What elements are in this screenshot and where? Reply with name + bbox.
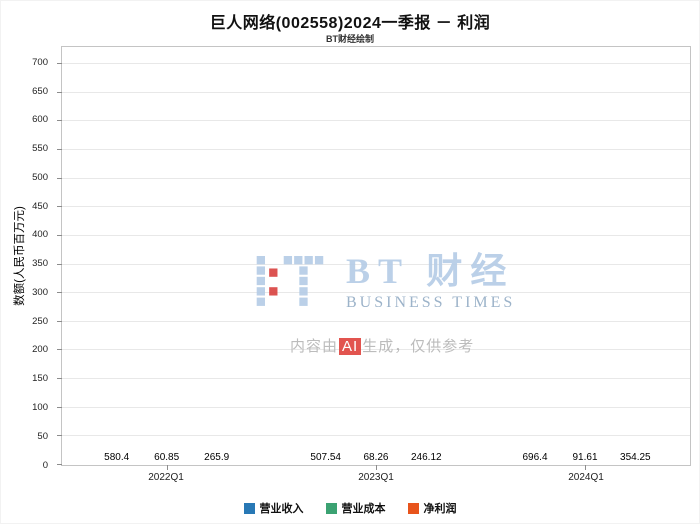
legend-label: 营业收入 [259,503,304,515]
legend-swatch-icon [243,502,255,514]
y-tick-label: 150 [32,373,48,385]
y-tick-mark [57,91,62,93]
bar-value-label: 60.85 [154,452,180,463]
bar-wrap: 580.4 [102,452,132,465]
legend-label: 净利润 [423,503,457,515]
y-tick-mark [57,406,62,408]
y-tick-label: 550 [32,143,48,155]
y-tick-label: 100 [32,401,48,413]
gridline [62,378,690,380]
gridline [62,435,690,437]
y-tick-mark [57,206,62,208]
legend-swatch-icon [407,502,419,514]
y-tick-mark [57,149,62,151]
bar-wrap: 354.25 [620,452,651,465]
bar-group: 580.4 60.85 265.9 [62,47,271,465]
y-tick-mark [57,234,62,236]
legend: 营业收入 营业成本 净利润 [1,500,699,516]
y-tick-mark [57,63,62,65]
y-tick-label: 250 [32,315,48,327]
gridline [62,63,690,65]
y-tick-mark [57,435,62,437]
bar-group: 507.54 68.26 246.12 [271,47,480,465]
bar-value-label: 354.25 [620,452,651,463]
bar-wrap: 265.9 [202,452,232,465]
bar-wrap: 246.12 [411,452,442,465]
y-tick-mark [57,177,62,179]
gridline [62,91,690,93]
legend-label: 营业成本 [341,503,386,515]
bar-value-label: 580.4 [104,452,130,463]
x-axis-tick-labels: 2022Q1 2023Q1 2024Q1 [61,472,691,483]
bar-value-label: 91.61 [572,452,598,463]
gridline [62,120,690,122]
bar-wrap: 507.54 [310,452,341,465]
gridline [62,206,690,208]
gridline [62,292,690,294]
x-tick-label: 2022Q1 [148,472,184,483]
x-tick-label: 2024Q1 [568,472,604,483]
y-tick-mark [57,292,62,294]
bar-value-label: 246.12 [410,452,442,463]
y-tick-label: 300 [32,286,48,298]
y-tick-label: 0 [42,459,48,471]
y-tick-mark [57,320,62,322]
y-tick-label: 700 [32,56,48,68]
y-tick-label: 350 [32,258,48,270]
chart-subtitle: BT财经绘制 [326,34,374,44]
plot-area: 580.4 60.85 265.9 507.54 68.26 246.12 696.4 91.… [57,46,691,470]
gridline [62,149,690,151]
y-tick-mark [57,263,62,265]
legend-item: 净利润 [407,500,457,516]
y-tick-mark [57,378,62,380]
gridline [62,263,690,265]
bar-series-container: 580.4 60.85 265.9 507.54 68.26 246.12 696.4 91.… [62,47,690,465]
bar-wrap: 68.26 [361,452,391,465]
y-tick-mark [57,349,62,351]
legend-item: 营业收入 [243,500,304,516]
bar-value-label: 68.26 [363,452,389,463]
y-tick-label: 400 [32,229,48,241]
x-tick-label: 2023Q1 [358,472,394,483]
legend-item: 营业成本 [325,500,386,516]
y-axis-tick-labels: 0 50 100 150 200 250 300 350 400 450 500 550 600 650 7… [1,46,57,470]
x-tick-mark [166,465,168,470]
y-tick-label: 650 [32,85,48,97]
x-tick-mark [585,465,587,470]
bar-value-label: 696.4 [522,452,548,463]
bar-wrap: 696.4 [520,452,550,465]
y-tick-mark [57,120,62,122]
y-tick-label: 600 [32,114,48,126]
bar-wrap: 91.61 [570,452,600,465]
bar-value-label: 265.9 [204,452,230,463]
bar-wrap: 60.85 [152,452,182,465]
gridline [62,406,690,408]
y-tick-label: 500 [32,171,48,183]
y-tick-mark [57,464,62,465]
bar-value-label: 507.54 [310,452,341,463]
y-tick-label: 450 [32,200,48,212]
legend-swatch-icon [325,502,337,514]
gridline [62,349,690,351]
gridline [62,177,690,179]
chart-title: 巨人网络(002558)2024一季报 － 利润 [209,15,491,32]
gridline [62,234,690,236]
x-tick-mark [376,465,377,470]
gridline [62,320,690,322]
y-tick-label: 50 [37,430,48,442]
bar-group: 696.4 91.61 354.25 [481,47,690,465]
y-tick-label: 200 [32,344,48,356]
